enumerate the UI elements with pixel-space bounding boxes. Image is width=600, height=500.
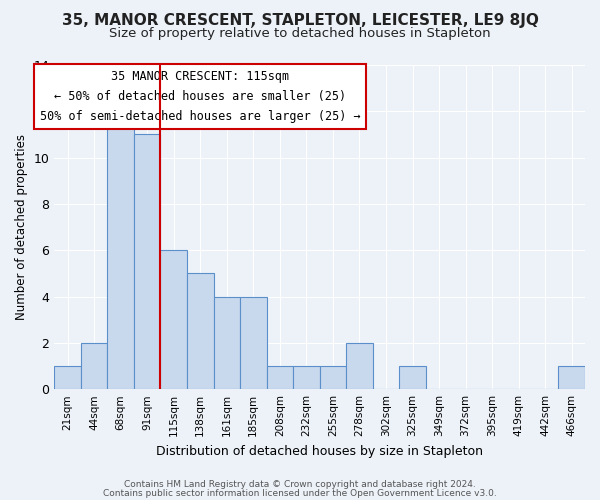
Bar bbox=[559, 366, 585, 389]
Bar bbox=[214, 296, 240, 389]
Bar bbox=[54, 366, 81, 389]
Text: 35, MANOR CRESCENT, STAPLETON, LEICESTER, LE9 8JQ: 35, MANOR CRESCENT, STAPLETON, LEICESTER… bbox=[62, 12, 538, 28]
Text: Contains public sector information licensed under the Open Government Licence v3: Contains public sector information licen… bbox=[103, 489, 497, 498]
Bar bbox=[240, 296, 266, 389]
Bar bbox=[266, 366, 293, 389]
Bar bbox=[346, 343, 373, 389]
Bar bbox=[107, 112, 134, 389]
Bar bbox=[293, 366, 320, 389]
Bar bbox=[399, 366, 426, 389]
Bar bbox=[187, 274, 214, 389]
Bar bbox=[320, 366, 346, 389]
Bar bbox=[160, 250, 187, 389]
Bar bbox=[81, 343, 107, 389]
Text: 35 MANOR CRESCENT: 115sqm
← 50% of detached houses are smaller (25)
50% of semi-: 35 MANOR CRESCENT: 115sqm ← 50% of detac… bbox=[40, 70, 361, 123]
Y-axis label: Number of detached properties: Number of detached properties bbox=[15, 134, 28, 320]
Bar bbox=[134, 134, 160, 389]
Text: Size of property relative to detached houses in Stapleton: Size of property relative to detached ho… bbox=[109, 28, 491, 40]
X-axis label: Distribution of detached houses by size in Stapleton: Distribution of detached houses by size … bbox=[156, 444, 483, 458]
Text: Contains HM Land Registry data © Crown copyright and database right 2024.: Contains HM Land Registry data © Crown c… bbox=[124, 480, 476, 489]
